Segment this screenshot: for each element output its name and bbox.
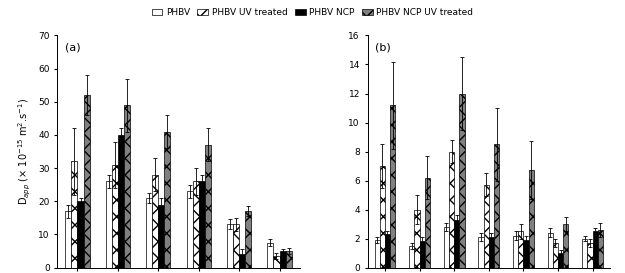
Bar — [106, 181, 112, 268]
Bar — [66, 211, 71, 268]
Bar — [563, 224, 569, 268]
Bar — [513, 236, 518, 268]
Text: (b): (b) — [375, 43, 391, 52]
Bar — [518, 231, 523, 268]
Bar — [71, 161, 78, 268]
Bar — [374, 240, 380, 268]
Bar — [494, 144, 499, 268]
Bar — [205, 145, 211, 268]
Bar — [390, 105, 395, 268]
Bar — [449, 152, 454, 268]
Bar — [553, 243, 558, 268]
Legend: PHBV, PHBV UV treated, PHBV NCP, PHBV NCP UV treated: PHBV, PHBV UV treated, PHBV NCP, PHBV NC… — [148, 5, 477, 21]
Y-axis label: D$_{app}$ (× 10$^{-15}$ m$^{2}$.s$^{-1}$): D$_{app}$ (× 10$^{-15}$ m$^{2}$.s$^{-1}$… — [16, 98, 32, 205]
Bar — [380, 166, 385, 268]
Bar — [274, 256, 279, 268]
Bar — [459, 93, 464, 268]
Bar — [152, 175, 158, 268]
Bar — [279, 251, 286, 268]
Bar — [164, 132, 171, 268]
Bar — [118, 135, 124, 268]
Bar — [78, 201, 84, 268]
Bar — [192, 181, 199, 268]
Bar — [529, 170, 534, 268]
Bar — [146, 198, 152, 268]
Bar — [598, 230, 603, 268]
Bar — [158, 204, 164, 268]
Bar — [84, 95, 89, 268]
Bar — [425, 178, 430, 268]
Bar — [588, 243, 592, 268]
Bar — [227, 224, 233, 268]
Bar — [286, 251, 292, 268]
Bar — [414, 210, 419, 268]
Bar — [112, 165, 118, 268]
Bar — [245, 211, 251, 268]
Bar — [239, 254, 245, 268]
Bar — [233, 224, 239, 268]
Bar — [419, 241, 425, 268]
Bar — [409, 246, 414, 268]
Bar — [199, 181, 205, 268]
Bar — [444, 227, 449, 268]
Bar — [592, 231, 598, 268]
Bar — [582, 239, 587, 268]
Bar — [489, 237, 494, 268]
Bar — [187, 191, 192, 268]
Bar — [548, 233, 553, 268]
Bar — [478, 237, 484, 268]
Bar — [124, 105, 130, 268]
Bar — [268, 243, 274, 268]
Bar — [558, 253, 563, 268]
Bar — [385, 234, 390, 268]
Bar — [523, 240, 529, 268]
Bar — [454, 220, 459, 268]
Text: (a): (a) — [64, 43, 80, 52]
Bar — [484, 185, 489, 268]
